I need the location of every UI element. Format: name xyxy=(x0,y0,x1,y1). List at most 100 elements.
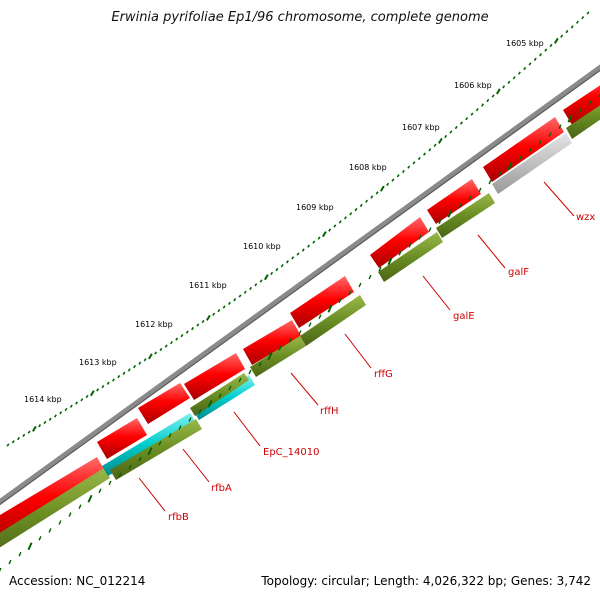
gene-rfbA[interactable] xyxy=(102,413,196,476)
gene-labels: wzx galF galE rffG rffH EpC_14010 rfbA r… xyxy=(138,181,595,523)
inner-tick xyxy=(398,251,402,256)
gene-label-rfbA[interactable]: rfbA xyxy=(211,483,232,494)
scale-dot xyxy=(359,203,363,208)
scale-dot xyxy=(59,411,63,415)
scale-dot xyxy=(317,236,321,240)
scale-dot xyxy=(280,264,284,268)
gene-galF[interactable] xyxy=(436,193,495,238)
gene-rfbB[interactable] xyxy=(0,468,110,560)
inner-tick xyxy=(558,124,562,129)
scale-dot xyxy=(127,368,131,372)
scale-dot xyxy=(233,298,237,302)
gene-galE[interactable] xyxy=(378,232,443,282)
gene-rffG[interactable] xyxy=(300,295,366,346)
scale-major-tick xyxy=(322,231,327,238)
gene-label-rffG[interactable]: rffG xyxy=(374,369,393,380)
gene-EpC_14010-head[interactable] xyxy=(190,373,249,416)
cds-feature-6[interactable] xyxy=(290,276,354,328)
scale-dot xyxy=(465,116,469,121)
gene-label-galE[interactable]: galE xyxy=(453,311,475,322)
inner-tick xyxy=(178,425,182,430)
cds-feature-3[interactable] xyxy=(138,383,190,424)
inner-tick xyxy=(348,290,352,296)
scale-dot xyxy=(549,43,553,48)
inner-tick xyxy=(207,399,213,408)
scale-dot xyxy=(517,71,521,75)
scale-major-tick xyxy=(32,425,37,432)
inner-tick xyxy=(428,227,432,232)
gene-label-rffH[interactable]: rffH xyxy=(320,406,339,417)
scale-dot xyxy=(111,378,115,382)
cds-feature-2[interactable] xyxy=(97,418,147,459)
scale-dot xyxy=(586,11,590,15)
scale-major-tick xyxy=(554,37,559,44)
inner-tick xyxy=(48,528,52,533)
scale-major-tick xyxy=(148,353,153,360)
inner-tick xyxy=(327,304,333,313)
scale-dot xyxy=(386,182,390,186)
scale-dot xyxy=(96,388,100,392)
inner-tick xyxy=(488,179,492,185)
gene-rfbA-tail[interactable] xyxy=(110,419,202,480)
cds-feature-8[interactable] xyxy=(427,179,481,224)
scale-label-1605: 1605 kbp xyxy=(506,39,544,48)
inner-tick xyxy=(128,464,132,470)
scale-major-tick xyxy=(496,88,501,95)
scale-dot xyxy=(201,319,205,324)
gene-wzx[interactable] xyxy=(492,133,572,194)
scale-dot xyxy=(101,384,105,389)
inner-tick xyxy=(368,274,372,280)
scale-dot xyxy=(312,240,316,244)
inner-tick xyxy=(27,542,33,551)
gene-label-rfbB[interactable]: rfbB xyxy=(168,512,189,523)
inner-tick xyxy=(318,314,322,319)
inner-tick xyxy=(498,171,502,177)
cds-track xyxy=(0,72,600,545)
cds-feature-1[interactable] xyxy=(0,457,105,545)
scale-label-1614: 1614 kbp xyxy=(24,395,62,404)
inner-tick xyxy=(288,338,292,343)
cds-feature-5[interactable] xyxy=(243,320,301,365)
inner-tick xyxy=(267,352,273,361)
gene-next[interactable] xyxy=(566,92,600,139)
gene-label-wzx[interactable]: wzx xyxy=(576,212,595,223)
scale-dot xyxy=(249,286,253,291)
genome-backbone xyxy=(0,64,600,506)
scale-dot xyxy=(275,267,279,272)
scale-dot xyxy=(454,125,458,130)
scale-label-1611: 1611 kbp xyxy=(189,281,227,290)
inner-tick xyxy=(198,409,202,414)
scale-dot xyxy=(401,169,405,174)
inner-tick xyxy=(458,203,462,209)
scale-dot xyxy=(412,161,416,165)
scale-dot xyxy=(512,76,516,80)
cds-feature-4[interactable] xyxy=(184,353,245,400)
scale-dot xyxy=(259,279,263,283)
scale-dot xyxy=(38,424,42,428)
inner-tick xyxy=(387,257,393,266)
gene-label-galF[interactable]: galF xyxy=(508,267,529,278)
inner-tick xyxy=(378,266,382,272)
inner-tick xyxy=(358,282,362,288)
scale-dot xyxy=(301,248,305,252)
scale-dot xyxy=(338,220,342,224)
scale-label-1612: 1612 kbp xyxy=(135,320,173,329)
cds-feature-10[interactable] xyxy=(563,72,600,125)
scale-dot xyxy=(212,312,216,316)
scale-dots xyxy=(6,11,590,447)
scale-dot xyxy=(370,195,374,199)
scale-dot xyxy=(43,420,47,425)
genome-summary-text: Topology: circular; Length: 4,026,322 bp… xyxy=(261,574,591,588)
gene-rffH[interactable] xyxy=(250,336,306,377)
scale-dot xyxy=(53,414,57,418)
inner-tick xyxy=(218,393,222,399)
inner-tick xyxy=(87,494,93,503)
cds-feature-7[interactable] xyxy=(370,217,429,268)
scale-dot xyxy=(307,244,311,248)
scale-dot xyxy=(491,94,495,98)
gene-label-EpC_14010[interactable]: EpC_14010 xyxy=(263,447,319,458)
scale-dot xyxy=(138,361,142,365)
cds-feature-9[interactable] xyxy=(483,117,564,182)
inner-tick xyxy=(138,456,142,462)
scale-dot xyxy=(423,152,427,156)
